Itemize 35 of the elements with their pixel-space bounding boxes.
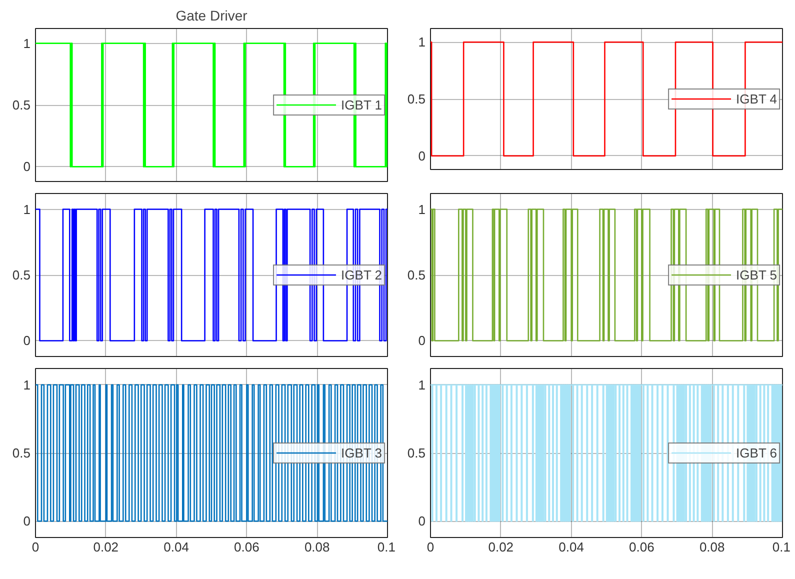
y-tick-label: 0 xyxy=(23,514,31,529)
x-tick-label: 0.04 xyxy=(558,540,584,554)
x-tick-label: 0.08 xyxy=(304,540,330,554)
y-tick-label: 1 xyxy=(23,202,31,217)
y-tick-label: 1 xyxy=(418,34,426,50)
y-tick-label: 1 xyxy=(23,36,31,51)
y-tick-label: 0 xyxy=(23,333,31,348)
legend-label: IGBT 6 xyxy=(736,445,777,460)
x-tick-label: 0.08 xyxy=(699,540,725,554)
y-tick-label: 1 xyxy=(23,377,31,392)
y-tick-label: 0 xyxy=(418,148,426,164)
legend-label: IGBT 2 xyxy=(341,267,382,282)
y-tick-label: 0 xyxy=(23,159,31,174)
y-tick-label: 0.5 xyxy=(407,268,426,282)
y-tick-label: 0.5 xyxy=(407,92,426,106)
legend-label: IGBT 1 xyxy=(341,97,382,112)
chart-title: Gate Driver xyxy=(176,8,248,24)
y-tick-label: 0.5 xyxy=(12,446,31,460)
y-tick-label: 1 xyxy=(418,202,426,217)
legend-label: IGBT 5 xyxy=(736,267,777,282)
x-tick-label: 0.04 xyxy=(164,540,189,554)
y-tick-label: 0.5 xyxy=(407,446,426,460)
x-tick-label: 0.1 xyxy=(772,540,791,554)
y-tick-label: 1 xyxy=(418,377,426,392)
y-tick-label: 0 xyxy=(418,514,426,529)
x-tick-label: 0.06 xyxy=(234,540,260,554)
y-tick-label: 0.5 xyxy=(12,98,31,112)
legend-label: IGBT 4 xyxy=(736,91,777,106)
x-tick-label: 0.06 xyxy=(629,540,654,554)
y-tick-label: 0 xyxy=(418,333,426,348)
x-tick-label: 0.02 xyxy=(93,540,119,554)
x-tick-label: 0.02 xyxy=(488,540,514,554)
legend-label: IGBT 3 xyxy=(341,445,382,460)
x-tick-label: 0.1 xyxy=(377,540,396,554)
y-tick-label: 0.5 xyxy=(12,268,31,282)
